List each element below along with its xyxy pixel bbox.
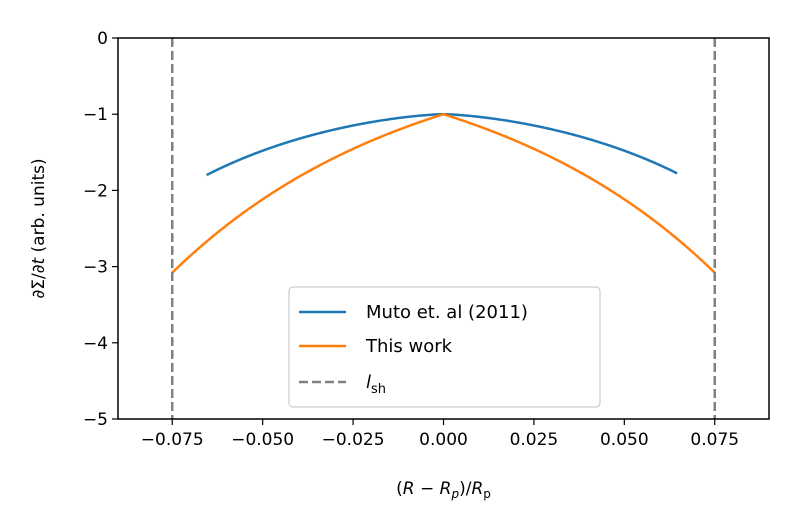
series-line-this-work: [171, 112, 716, 274]
x-tick-label: 0.075: [690, 430, 739, 450]
x-tick-label: −0.025: [322, 430, 385, 450]
x-axis-label: (R − Rp)/Rp: [396, 479, 491, 501]
x-tick-label: −0.050: [231, 430, 294, 450]
series-group: [171, 38, 716, 419]
y-axis-label: ∂Σ/∂t (arb. units): [29, 158, 49, 298]
x-tick-label: 0.025: [510, 430, 559, 450]
y-tick-label: −3: [83, 258, 108, 278]
ticks-group: −0.075 −0.050 −0.025 0.000 0.025 0.050 0.075 0 −…: [83, 29, 739, 450]
x-tick-label: −0.075: [141, 430, 204, 450]
y-tick-label: −4: [83, 334, 108, 354]
y-tick-label: −1: [83, 105, 108, 125]
legend: Muto et. al (2011) This work lsh: [288, 286, 601, 408]
series-line-muto: [206, 112, 678, 177]
y-tick-label: −5: [83, 410, 108, 430]
legend-box: [288, 286, 601, 408]
y-tick-label: 0: [97, 29, 108, 49]
legend-label: This work: [365, 336, 453, 357]
y-tick-label: −2: [83, 181, 108, 201]
legend-label: lsh: [366, 372, 386, 397]
legend-label: Muto et. al (2011): [366, 302, 528, 323]
x-tick-label: 0.050: [600, 430, 649, 450]
x-tick-label: 0.000: [419, 430, 468, 450]
